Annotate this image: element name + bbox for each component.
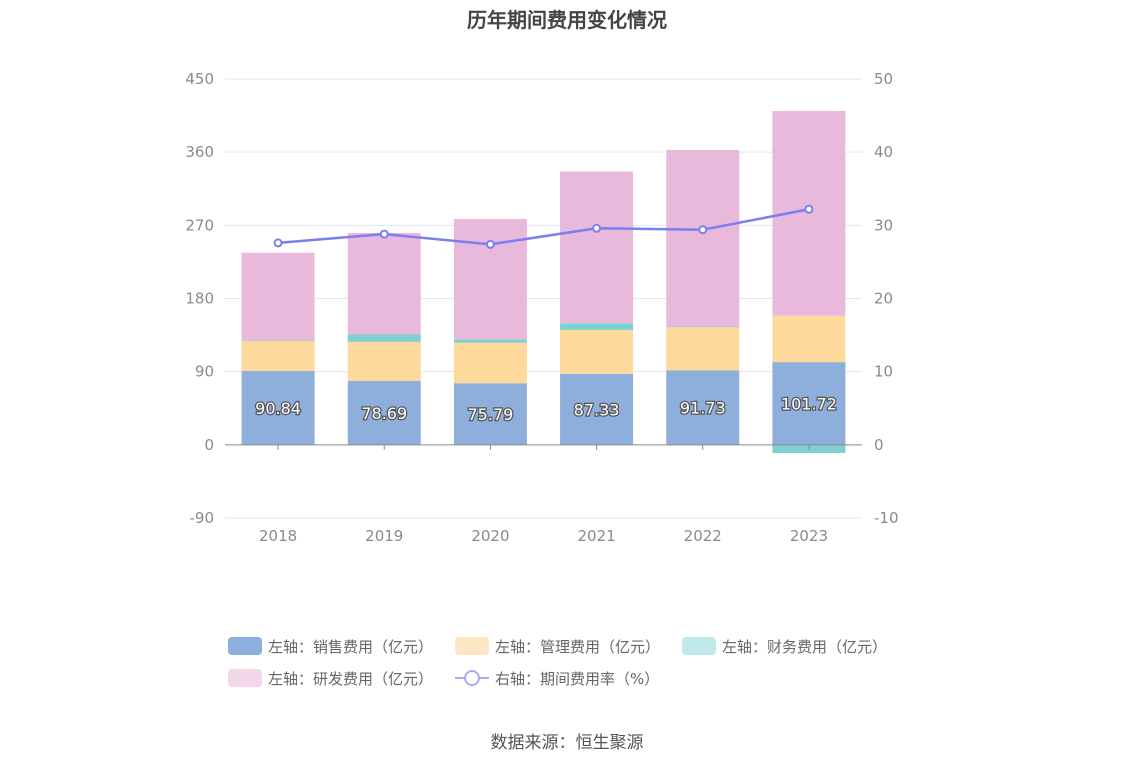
right-axis-tick-label: 20 xyxy=(874,290,893,308)
left-axis-tick-label: 270 xyxy=(185,216,214,234)
bar-segment xyxy=(560,373,634,445)
right-axis-tick-label: 50 xyxy=(874,70,893,88)
x-axis-tick-label: 2019 xyxy=(365,527,403,545)
left-axis-tick-label: 360 xyxy=(185,143,214,161)
bar-segment xyxy=(347,334,421,342)
bar-segment xyxy=(666,327,740,371)
bar-segment xyxy=(241,252,315,341)
expense-ratio-point xyxy=(698,225,708,235)
legend-label-sales: 左轴：销售费用（亿元） xyxy=(268,637,434,656)
left-axis-tick-label: 450 xyxy=(185,70,214,88)
bar-segment xyxy=(347,380,421,445)
legend-swatch-finance xyxy=(682,637,717,655)
bar-segment xyxy=(560,171,634,324)
expense-ratio-line xyxy=(277,208,810,246)
bar-segment xyxy=(347,232,421,335)
legend-swatch-rnd xyxy=(228,669,262,687)
left-axis-tick-label: 0 xyxy=(204,436,214,454)
expense-ratio-point xyxy=(592,223,602,233)
bar-segment xyxy=(666,149,740,327)
legend-item-admin[interactable]: 左轴：管理费用（亿元） xyxy=(455,636,660,657)
expense-ratio-point xyxy=(485,239,495,249)
left-axis-tick-label: -90 xyxy=(190,509,215,527)
bar-segment xyxy=(241,370,315,445)
x-axis-tick-label: 2021 xyxy=(577,527,615,545)
bar-segment xyxy=(560,323,634,330)
bar-segment xyxy=(772,362,846,445)
bar-data-label: 78.69 xyxy=(361,404,407,423)
bar-segment xyxy=(453,383,527,445)
expense-ratio-point xyxy=(804,204,814,214)
right-axis-tick-label: 0 xyxy=(874,436,884,454)
bar-segment xyxy=(453,339,527,343)
x-axis-tick-label: 2022 xyxy=(684,527,722,545)
legend-label-admin: 左轴：管理费用（亿元） xyxy=(495,637,661,656)
left-axis-tick-label: 90 xyxy=(195,363,214,381)
bar-data-label: 87.33 xyxy=(574,400,620,419)
bar-data-label: 101.72 xyxy=(781,394,837,413)
legend: 左轴：销售费用（亿元） 左轴：管理费用（亿元） 左轴：财务费用（亿元） 左轴：研… xyxy=(228,630,928,694)
legend-swatch-expense-ratio xyxy=(455,669,490,687)
legend-item-finance[interactable]: 左轴：财务费用（亿元） xyxy=(682,636,887,657)
x-axis-tick-label: 2020 xyxy=(471,527,509,545)
legend-item-sales[interactable]: 左轴：销售费用（亿元） xyxy=(228,636,433,657)
bar-segment xyxy=(241,340,315,371)
bar-segment xyxy=(560,329,634,374)
bar-data-label: 75.79 xyxy=(468,405,514,424)
bar-segment xyxy=(347,341,421,381)
bar-segment xyxy=(453,219,527,340)
chart-title: 历年期间费用变化情况 xyxy=(467,8,667,32)
expense-ratio-point xyxy=(273,238,283,248)
data-source: 数据来源：恒生聚源 xyxy=(490,733,644,753)
legend-item-rnd[interactable]: 左轴：研发费用（亿元） xyxy=(228,668,433,689)
x-axis-tick-label: 2018 xyxy=(259,527,297,545)
expense-ratio-point xyxy=(379,229,389,239)
right-axis-tick-label: 10 xyxy=(874,363,893,381)
left-axis-tick-label: 180 xyxy=(185,290,214,308)
bar-data-label: 91.73 xyxy=(680,399,726,418)
right-axis-tick-label: -10 xyxy=(874,509,899,527)
legend-label-rnd: 左轴：研发费用（亿元） xyxy=(268,669,434,688)
bar-segment xyxy=(666,370,740,445)
right-axis-tick-label: 40 xyxy=(874,143,893,161)
legend-item-expense-ratio[interactable]: 右轴：期间费用率（%） xyxy=(455,668,659,689)
bar-segment xyxy=(453,342,527,384)
legend-label-finance: 左轴：财务费用（亿元） xyxy=(722,637,888,656)
bar-data-label: 90.84 xyxy=(255,399,301,418)
bar-segment xyxy=(666,326,740,328)
legend-label-expense-ratio: 右轴：期间费用率（%） xyxy=(495,669,660,688)
bar-segment xyxy=(772,315,846,363)
x-axis-tick-label: 2023 xyxy=(790,527,828,545)
legend-swatch-admin xyxy=(455,637,490,655)
legend-swatch-sales xyxy=(228,637,262,655)
right-axis-tick-label: 30 xyxy=(874,216,893,234)
